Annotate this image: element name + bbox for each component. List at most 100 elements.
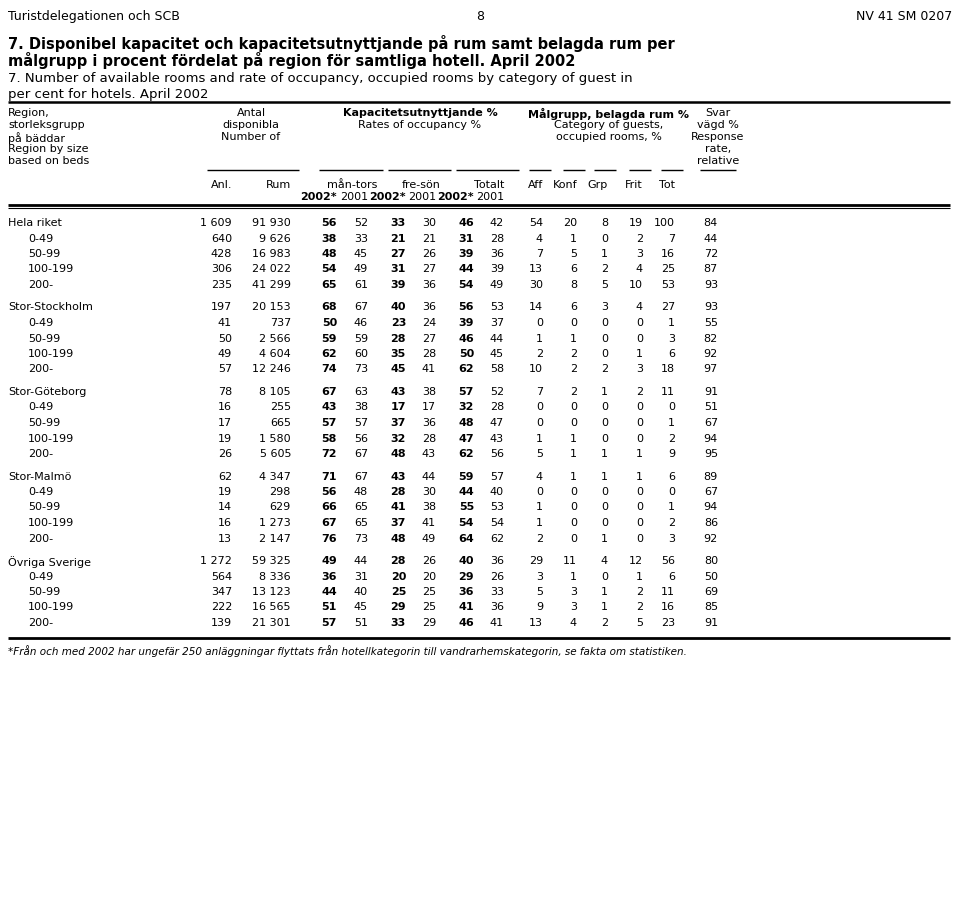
Text: 4: 4 <box>536 471 543 481</box>
Text: 43: 43 <box>490 433 504 443</box>
Text: på bäddar: på bäddar <box>8 132 65 143</box>
Text: 0: 0 <box>601 318 608 328</box>
Text: 38: 38 <box>354 402 368 412</box>
Text: 2: 2 <box>601 618 608 628</box>
Text: 85: 85 <box>704 603 718 613</box>
Text: 0: 0 <box>570 487 577 497</box>
Text: 67: 67 <box>322 387 337 397</box>
Text: Konf: Konf <box>552 180 577 190</box>
Text: 1: 1 <box>601 449 608 459</box>
Text: vägd %: vägd % <box>697 120 739 130</box>
Text: 40: 40 <box>391 302 406 312</box>
Text: 69: 69 <box>704 587 718 597</box>
Text: 1: 1 <box>570 449 577 459</box>
Text: 53: 53 <box>661 280 675 290</box>
Text: 12 246: 12 246 <box>252 364 291 374</box>
Text: 5: 5 <box>536 587 543 597</box>
Text: 53: 53 <box>490 302 504 312</box>
Text: 1: 1 <box>601 587 608 597</box>
Text: 44: 44 <box>458 264 474 274</box>
Text: 1 273: 1 273 <box>259 518 291 528</box>
Text: 28: 28 <box>421 349 436 359</box>
Text: 49: 49 <box>490 280 504 290</box>
Text: Category of guests,: Category of guests, <box>554 120 663 130</box>
Text: 8 105: 8 105 <box>259 387 291 397</box>
Text: 56: 56 <box>490 449 504 459</box>
Text: 3: 3 <box>636 249 643 259</box>
Text: 0: 0 <box>668 402 675 412</box>
Text: 19: 19 <box>218 433 232 443</box>
Text: 36: 36 <box>422 280 436 290</box>
Text: Tot: Tot <box>659 180 675 190</box>
Text: 4 604: 4 604 <box>259 349 291 359</box>
Text: 7: 7 <box>536 387 543 397</box>
Text: 36: 36 <box>490 603 504 613</box>
Text: 737: 737 <box>270 318 291 328</box>
Text: Anl.: Anl. <box>210 180 232 190</box>
Text: 3: 3 <box>668 333 675 343</box>
Text: 39: 39 <box>391 280 406 290</box>
Text: 93: 93 <box>704 280 718 290</box>
Text: 76: 76 <box>322 534 337 544</box>
Text: Kapacitetsutnyttjande %: Kapacitetsutnyttjande % <box>343 108 497 118</box>
Text: 1: 1 <box>636 571 643 581</box>
Text: 54: 54 <box>490 518 504 528</box>
Text: 72: 72 <box>704 249 718 259</box>
Text: 57: 57 <box>490 471 504 481</box>
Text: 30: 30 <box>529 280 543 290</box>
Text: 45: 45 <box>354 603 368 613</box>
Text: 47: 47 <box>490 418 504 428</box>
Text: 629: 629 <box>270 502 291 512</box>
Text: 1: 1 <box>668 502 675 512</box>
Text: 48: 48 <box>458 418 474 428</box>
Text: 71: 71 <box>322 471 337 481</box>
Text: 13: 13 <box>529 264 543 274</box>
Text: Totalt: Totalt <box>474 180 504 190</box>
Text: 0: 0 <box>636 502 643 512</box>
Text: 48: 48 <box>391 534 406 544</box>
Text: 20: 20 <box>391 571 406 581</box>
Text: 16: 16 <box>218 402 232 412</box>
Text: 0: 0 <box>570 502 577 512</box>
Text: 68: 68 <box>322 302 337 312</box>
Text: 1: 1 <box>536 518 543 528</box>
Text: 26: 26 <box>490 571 504 581</box>
Text: 65: 65 <box>354 518 368 528</box>
Text: 3: 3 <box>536 571 543 581</box>
Text: 35: 35 <box>391 349 406 359</box>
Text: Stor-Malmö: Stor-Malmö <box>8 471 71 481</box>
Text: 56: 56 <box>322 487 337 497</box>
Text: 28: 28 <box>391 487 406 497</box>
Text: 0-49: 0-49 <box>28 318 53 328</box>
Text: 92: 92 <box>704 349 718 359</box>
Text: 6: 6 <box>668 349 675 359</box>
Text: 36: 36 <box>490 249 504 259</box>
Text: 82: 82 <box>704 333 718 343</box>
Text: 4: 4 <box>636 264 643 274</box>
Text: 6: 6 <box>570 302 577 312</box>
Text: 64: 64 <box>458 534 474 544</box>
Text: 37: 37 <box>391 418 406 428</box>
Text: 0: 0 <box>636 487 643 497</box>
Text: 2: 2 <box>601 364 608 374</box>
Text: 29: 29 <box>421 618 436 628</box>
Text: *Från och med 2002 har ungefär 250 anläggningar flyttats från hotellkategorin ti: *Från och med 2002 har ungefär 250 anläg… <box>8 646 686 657</box>
Text: 2001: 2001 <box>408 192 436 202</box>
Text: 58: 58 <box>322 433 337 443</box>
Text: 347: 347 <box>211 587 232 597</box>
Text: based on beds: based on beds <box>8 156 89 166</box>
Text: 14: 14 <box>529 302 543 312</box>
Text: 2: 2 <box>536 534 543 544</box>
Text: 91: 91 <box>704 387 718 397</box>
Text: 10: 10 <box>629 280 643 290</box>
Text: 0: 0 <box>601 518 608 528</box>
Text: 0: 0 <box>636 518 643 528</box>
Text: 59: 59 <box>322 333 337 343</box>
Text: 0: 0 <box>536 318 543 328</box>
Text: 9: 9 <box>536 603 543 613</box>
Text: 52: 52 <box>490 387 504 397</box>
Text: 29: 29 <box>458 571 474 581</box>
Text: Aff: Aff <box>528 180 543 190</box>
Text: 41: 41 <box>490 618 504 628</box>
Text: 4: 4 <box>536 233 543 243</box>
